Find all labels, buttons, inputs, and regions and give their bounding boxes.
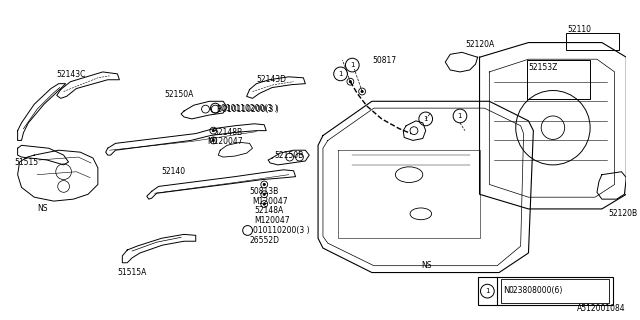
Text: NS: NS	[421, 261, 431, 270]
Circle shape	[263, 193, 266, 196]
Text: 52143D: 52143D	[257, 75, 287, 84]
Text: 52110: 52110	[568, 25, 591, 34]
Text: 50817: 50817	[372, 56, 396, 65]
Text: 1: 1	[458, 113, 462, 119]
Text: 50813B: 50813B	[250, 187, 279, 196]
Text: 52150B: 52150B	[274, 151, 303, 160]
Text: 1: 1	[424, 116, 428, 122]
Text: M120047: M120047	[253, 196, 288, 206]
Text: M120047: M120047	[207, 137, 243, 146]
Text: 51515: 51515	[15, 158, 39, 167]
Text: NS: NS	[37, 204, 48, 213]
Circle shape	[212, 139, 214, 142]
Text: 52143C: 52143C	[57, 70, 86, 79]
Text: 26552D: 26552D	[250, 236, 280, 245]
Text: 52153Z: 52153Z	[529, 62, 558, 72]
Text: 52140: 52140	[161, 167, 186, 176]
Circle shape	[361, 90, 364, 93]
Text: 023808000(6): 023808000(6)	[509, 286, 563, 295]
Text: 52148B: 52148B	[213, 128, 243, 137]
Text: 52148A: 52148A	[255, 206, 284, 215]
Text: 010110200(3 ): 010110200(3 )	[253, 226, 310, 235]
Text: N: N	[503, 286, 509, 295]
Text: 52150A: 52150A	[164, 90, 194, 99]
Text: A512001084: A512001084	[577, 304, 626, 313]
Circle shape	[212, 130, 214, 132]
Circle shape	[263, 203, 266, 205]
Text: 1: 1	[339, 71, 343, 77]
Text: 010110200(3 ): 010110200(3 )	[221, 104, 278, 113]
Text: M120047: M120047	[255, 216, 290, 225]
Circle shape	[263, 183, 266, 186]
Text: 51515A: 51515A	[117, 268, 147, 277]
Circle shape	[349, 81, 351, 83]
Text: B010110200(3 ): B010110200(3 )	[217, 105, 279, 114]
Text: 1: 1	[485, 288, 490, 294]
Text: 1: 1	[350, 62, 355, 68]
Text: 52120A: 52120A	[466, 40, 495, 49]
Text: 52120B: 52120B	[609, 209, 638, 218]
